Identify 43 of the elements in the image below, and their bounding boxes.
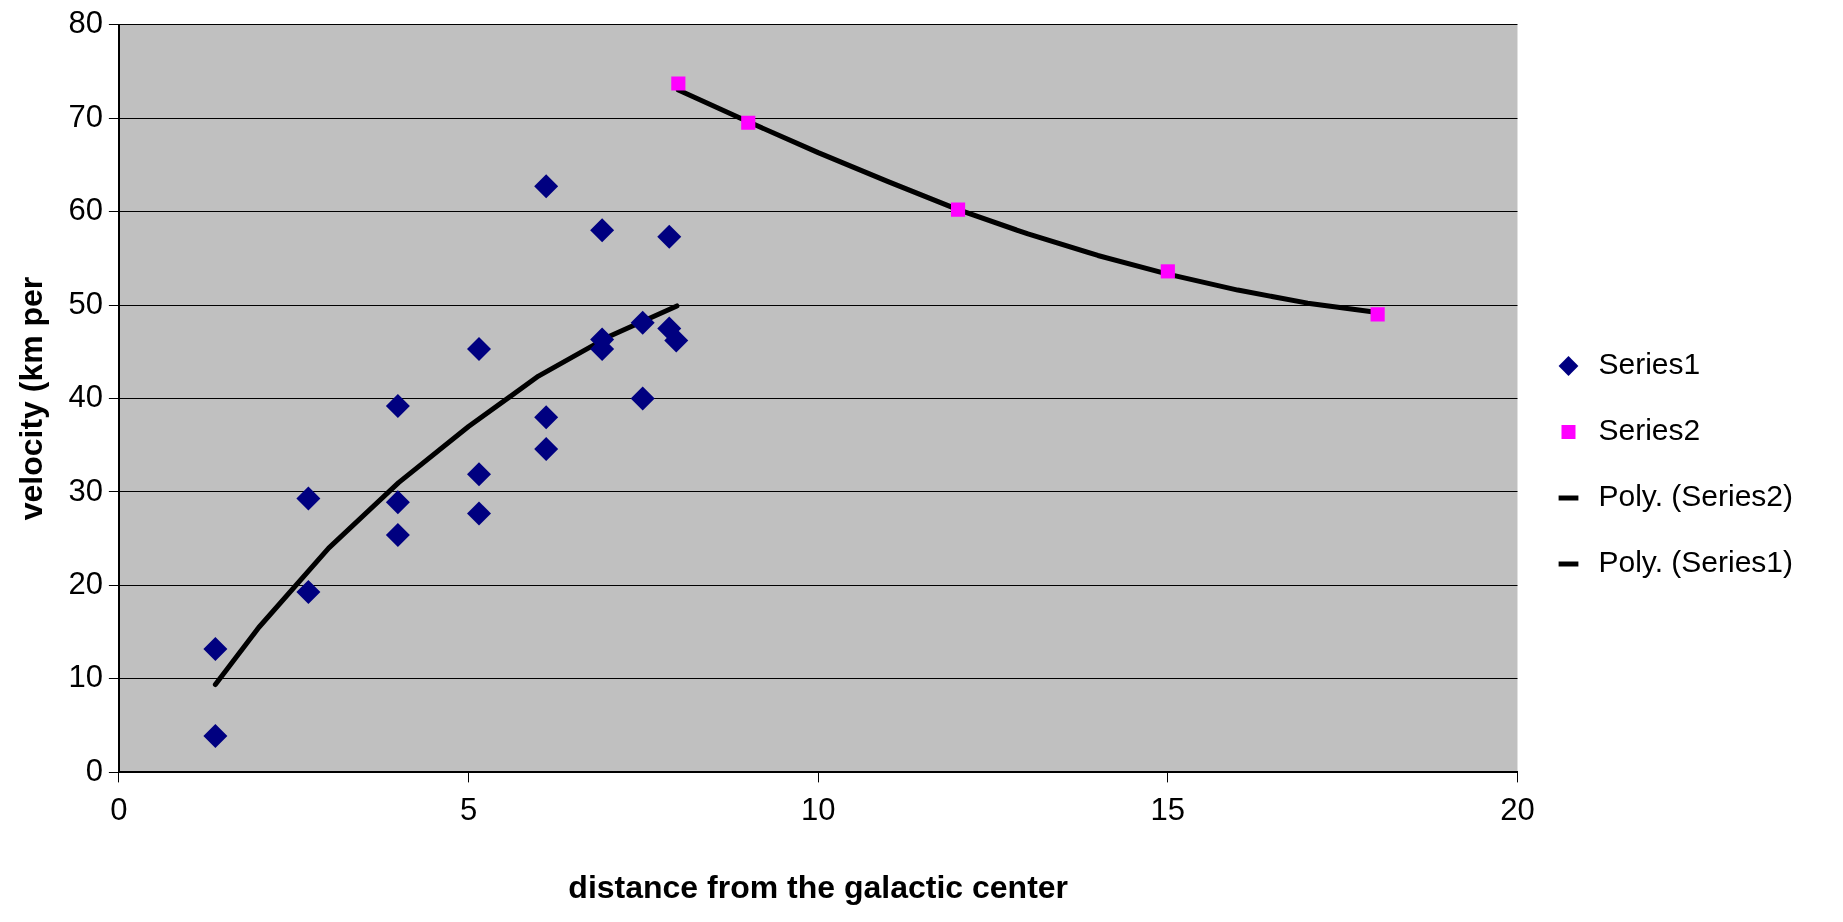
- point: [467, 501, 492, 526]
- point: [296, 486, 321, 511]
- point: [590, 218, 615, 243]
- x-tick-label: 20: [1500, 791, 1535, 827]
- point: [385, 490, 410, 515]
- point: [467, 462, 492, 487]
- y-tick-label: 0: [85, 752, 103, 788]
- point: [664, 328, 689, 353]
- x-tick-label: 0: [110, 791, 128, 827]
- point: [950, 202, 966, 217]
- point: [741, 115, 756, 130]
- point: [534, 174, 559, 199]
- y-tick-label: 80: [68, 5, 103, 41]
- x-axis-title: distance from the galactic center: [568, 868, 1069, 905]
- y-tick-label: 60: [68, 192, 103, 228]
- legend-label: Series1: [1598, 347, 1701, 381]
- legend-label: Poly. (Series1): [1598, 545, 1794, 579]
- point: [296, 579, 321, 604]
- y-tick-label: 10: [68, 659, 103, 695]
- point: [657, 224, 682, 249]
- point: [1160, 264, 1175, 279]
- point: [630, 310, 655, 335]
- point: [630, 386, 655, 411]
- legend-label: Poly. (Series2): [1598, 479, 1794, 513]
- point: [671, 76, 686, 91]
- point: [534, 436, 559, 461]
- y-tick-label: 20: [68, 566, 103, 601]
- legend-label: Series2: [1598, 413, 1701, 447]
- point: [203, 723, 228, 748]
- point: [534, 405, 559, 430]
- point: [385, 522, 410, 547]
- y-tick-label: 50: [68, 285, 103, 321]
- point: [467, 336, 492, 361]
- y-tick-label: 30: [68, 472, 103, 508]
- x-tick-label: 5: [459, 791, 478, 827]
- point: [1370, 307, 1385, 322]
- y-axis-title: velocity (km per: [13, 276, 50, 521]
- point: [203, 637, 228, 662]
- y-tick-label: 70: [68, 98, 103, 134]
- point: [385, 393, 410, 418]
- x-tick-label: 10: [800, 791, 836, 827]
- y-tick-label: 40: [68, 379, 103, 415]
- x-tick-label: 15: [1150, 791, 1186, 827]
